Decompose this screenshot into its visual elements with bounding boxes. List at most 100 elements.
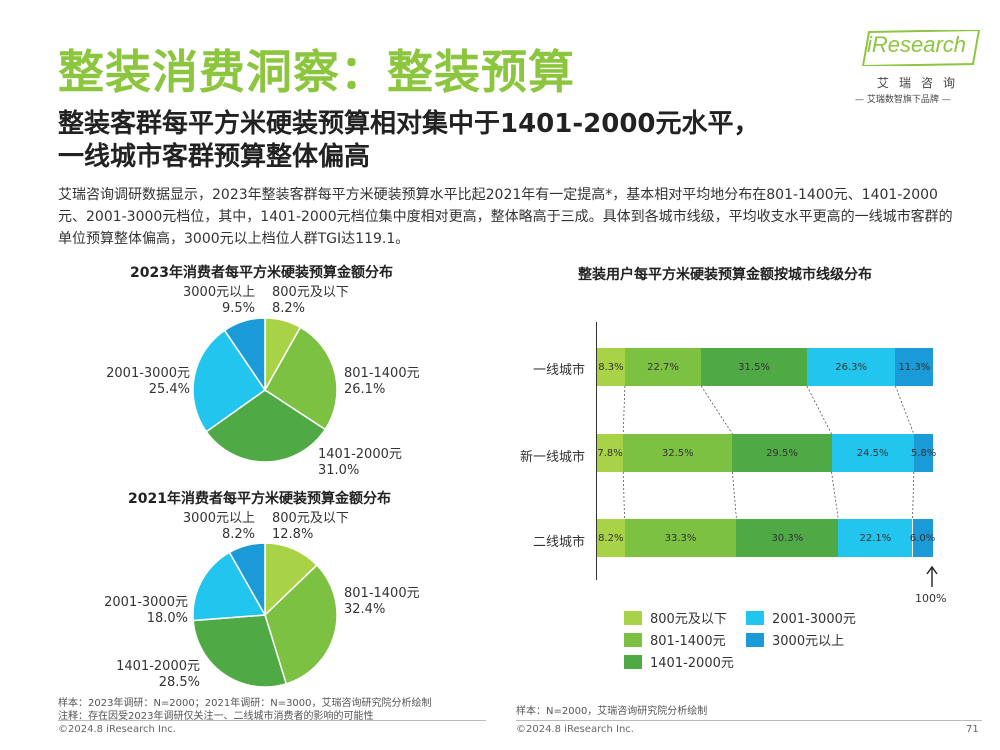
- bar-new-tier1-seg-2001-3000: 24.5%: [831, 434, 914, 472]
- footer-divider-left: [58, 720, 486, 721]
- bar-connector-line: [622, 385, 626, 435]
- bar-segment-label: 30.3%: [771, 532, 804, 544]
- legend-label: 801-1400元: [650, 634, 726, 649]
- pie-2021-slice-801-1400: [264, 564, 338, 685]
- pie-2021-chart: [192, 542, 338, 688]
- logo-chinese-name: 艾瑞咨询: [877, 76, 966, 90]
- legend-label: 3000元以上: [772, 634, 845, 649]
- legend-swatch: [624, 610, 642, 625]
- page-title: 整装消费洞察：整装预算: [58, 45, 575, 99]
- bar-segment-label: 8.3%: [598, 361, 624, 373]
- legend-label: 1401-2000元: [650, 656, 734, 671]
- pie-2023-slice-2001-3000: [192, 329, 267, 433]
- legend-swatch: [624, 632, 642, 647]
- bar-tier2-seg-over3000: 6.0%: [909, 519, 936, 557]
- pie-2023-label-over3000-value: 9.5%: [221, 301, 255, 316]
- pie-2021-label-2001-3000-name: 2001-3000元: [104, 595, 188, 610]
- bar-segment-label: 32.5%: [661, 447, 694, 459]
- legend-item-2001-3000: 2001-3000元: [746, 608, 856, 627]
- subtitle-line-2: 一线城市客群预算整体偏高: [58, 142, 371, 172]
- logo-frame-icon: [861, 30, 981, 66]
- footer-copyright-right: ©2024.8 iResearch Inc.: [516, 724, 634, 735]
- bar-tier1-seg-over3000: 11.3%: [895, 348, 934, 386]
- bar-segment-label: 29.5%: [766, 447, 798, 459]
- bar-connector-line: [894, 385, 915, 435]
- bar-connector-lines: [622, 385, 915, 520]
- pie-2021-slice-under800: [264, 542, 318, 617]
- bar-row-label-new-tier1: 新一线城市: [519, 450, 585, 465]
- pie-2023-label-801-1400-value: 26.1%: [344, 382, 386, 397]
- bar-tier1-seg-under800: 8.3%: [597, 348, 625, 386]
- bar-new-tier1-seg-under800: 7.8%: [597, 434, 624, 472]
- footer-divider-right: [516, 720, 982, 721]
- pie-2021-slice-1401-2000: [192, 614, 288, 688]
- pie-2023-label-under800-name: 800元及以下: [272, 285, 349, 300]
- legend-label: 2001-3000元: [772, 612, 856, 627]
- legend-swatch: [624, 654, 642, 669]
- pie-2021-label-801-1400: 801-1400元 32.4%: [344, 586, 420, 618]
- pie-2023-label-801-1400: 801-1400元 26.1%: [344, 366, 420, 398]
- pie-2021-label-over3000-name: 3000元以上: [182, 511, 255, 526]
- pie-2021-label-801-1400-name: 801-1400元: [344, 586, 420, 601]
- pie-2021-slice-over3000: [228, 542, 266, 618]
- logo-slogan: — 艾瑞数智旗下品牌 —: [855, 95, 951, 105]
- logo-wordmark: iResearch: [867, 32, 967, 57]
- marker-100-label: 100%: [915, 592, 947, 605]
- pie-2021-label-1401-2000-name: 1401-2000元: [116, 659, 200, 674]
- pie-2023-label-under800-value: 8.2%: [272, 301, 306, 316]
- bar-row-label-tier2: 二线城市: [532, 535, 585, 550]
- left-sample-note: 样本：2023年调研：N=2000；2021年调研：N=3000，艾瑞咨询研究院…: [58, 698, 432, 709]
- bar-tier1-seg-801-1400: 22.7%: [624, 348, 702, 386]
- legend-swatch: [746, 610, 764, 625]
- pie-2021-label-over3000: 3000元以上 8.2%: [180, 511, 255, 543]
- bar-tier2-seg-801-1400: 33.3%: [624, 519, 737, 557]
- bar-segment-label: 6.0%: [909, 532, 936, 544]
- bar-segment-label: 11.3%: [898, 361, 931, 373]
- bar-chart-title: 整装用户每平方米硬装预算金额按城市线级分布: [578, 267, 872, 283]
- bar-axis-line: [596, 322, 597, 580]
- page-subtitle: 整装客群每平方米硬装预算相对集中于1401-2000元水平， 一线城市客群预算整…: [58, 108, 760, 174]
- stacked-bars: 8.3% 22.7% 31.5% 26.3% 11.3% 7.8% 32.5% 29.5% 24…: [597, 0, 936, 750]
- bar-segment-label: 22.1%: [859, 532, 892, 544]
- pie-2023-slice-1401-2000: [205, 389, 327, 463]
- iresearch-logo: iResearch 艾瑞咨询 — 艾瑞数智旗下品牌 —: [855, 30, 985, 110]
- pie-2023-label-1401-2000: 1401-2000元 31.0%: [318, 447, 402, 479]
- description-text: 艾瑞咨询调研数据显示，2023年整装客群每平方米硬装预算水平比起2021年有一定…: [58, 187, 953, 247]
- legend-swatch: [746, 632, 764, 647]
- arrow-up-icon: [926, 565, 938, 587]
- legend-item-over3000: 3000元以上: [746, 630, 844, 649]
- bar-row-label-tier1: 一线城市: [532, 363, 585, 378]
- pie-2023-title: 2023年消费者每平方米硬装预算金额分布: [130, 265, 393, 281]
- bar-new-tier1-seg-801-1400: 32.5%: [623, 434, 733, 472]
- pie-2021-label-under800-value: 12.8%: [272, 527, 314, 542]
- bar-new-tier1-seg-1401-2000: 29.5%: [732, 434, 832, 472]
- footer-copyright-left: ©2024.8 iResearch Inc.: [58, 724, 176, 735]
- pie-2023-label-2001-3000-name: 2001-3000元: [106, 366, 190, 381]
- bar-segment-label: 33.3%: [664, 532, 697, 544]
- bar-tier1-seg-2001-3000: 26.3%: [807, 348, 896, 386]
- pie-2023-slice-801-1400: [264, 326, 338, 431]
- bar-tier2-seg-1401-2000: 30.3%: [736, 519, 839, 557]
- legend-label: 800元及以下: [650, 612, 727, 627]
- bar-segment-label: 31.5%: [738, 361, 770, 373]
- subtitle-line-1: 整装客群每平方米硬装预算相对集中于1401-2000元水平，: [58, 109, 760, 139]
- pie-2021-label-under800: 800元及以下 12.8%: [272, 511, 349, 543]
- pie-2023-label-under800: 800元及以下 8.2%: [272, 285, 349, 317]
- pie-2021-label-under800-name: 800元及以下: [272, 511, 349, 526]
- legend-item-1401-2000: 1401-2000元: [624, 652, 734, 671]
- bar-tier1-seg-1401-2000: 31.5%: [701, 348, 807, 386]
- right-sample-note: 样本：N=2000，艾瑞咨询研究院分析绘制: [516, 706, 708, 717]
- pie-2023-label-801-1400-name: 801-1400元: [344, 366, 420, 381]
- pie-2021-label-1401-2000: 1401-2000元 28.5%: [112, 659, 200, 691]
- bar-connector-line: [806, 385, 832, 435]
- pie-2021-label-801-1400-value: 32.4%: [344, 602, 386, 617]
- legend-item-801-1400: 801-1400元: [624, 630, 726, 649]
- pie-2021-label-1401-2000-value: 28.5%: [158, 675, 200, 690]
- pie-2021-label-2001-3000-value: 18.0%: [146, 611, 188, 626]
- pie-2023-label-2001-3000: 2001-3000元 25.4%: [100, 366, 190, 398]
- legend-item-under800: 800元及以下: [624, 608, 727, 627]
- pie-2023-label-over3000-name: 3000元以上: [183, 285, 256, 300]
- bar-connector-line: [700, 385, 733, 435]
- pie-2023-label-1401-2000-name: 1401-2000元: [318, 447, 402, 462]
- bar-segment-label: 8.2%: [598, 532, 624, 544]
